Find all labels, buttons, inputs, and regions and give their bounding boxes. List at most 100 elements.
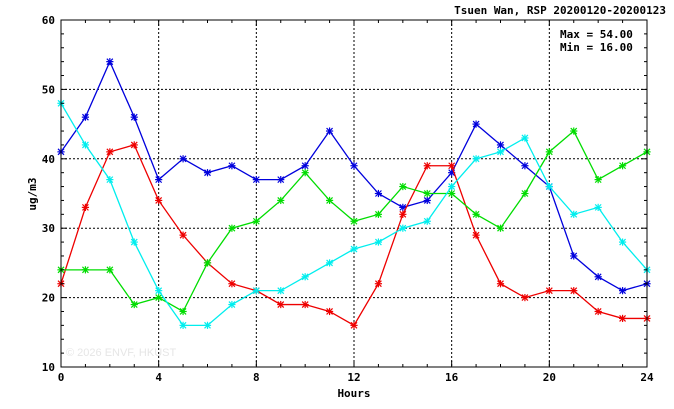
data-point [521, 189, 529, 198]
data-point [448, 189, 456, 198]
data-point [106, 148, 114, 156]
data-point [350, 217, 358, 225]
data-point [252, 176, 260, 184]
data-point [277, 196, 285, 205]
x-tick-label: 4 [155, 371, 162, 384]
data-point [521, 162, 529, 170]
data-point [423, 162, 431, 170]
chart-title: Tsuen Wan, RSP 20200120-20200123 [454, 4, 666, 17]
data-point [594, 307, 602, 316]
data-point [423, 189, 431, 198]
data-point [301, 273, 309, 281]
data-point [472, 155, 480, 163]
data-point [618, 238, 627, 246]
y-tick-label: 40 [42, 153, 55, 166]
data-point [448, 162, 456, 170]
data-point [570, 127, 578, 135]
series-4 [57, 99, 651, 329]
data-point [252, 287, 260, 295]
data-point [106, 58, 114, 66]
data-point [179, 155, 187, 163]
data-point [228, 224, 236, 232]
axis-ticks: 0 4 8 12 16 20 24 10 20 30 40 50 60 [42, 14, 654, 384]
data-point [179, 307, 187, 316]
data-point [521, 294, 529, 302]
data-point [618, 162, 627, 170]
x-tick-label: 24 [640, 371, 654, 384]
data-point [374, 189, 383, 198]
data-point [374, 238, 383, 246]
data-point [472, 120, 480, 128]
data-point [203, 169, 212, 177]
data-point [350, 162, 358, 170]
data-point [325, 196, 334, 205]
data-point [277, 300, 285, 309]
data-point [81, 203, 90, 211]
data-point [472, 231, 480, 239]
y-axis-label: ug/m3 [26, 177, 39, 210]
data-point [130, 300, 138, 309]
data-point [496, 141, 505, 149]
data-point [594, 273, 602, 281]
x-tick-label: 16 [445, 371, 459, 384]
y-tick-label: 60 [42, 14, 55, 27]
data-point [203, 259, 212, 267]
data-point [423, 217, 431, 225]
data-point [325, 259, 334, 267]
series-line [60, 144, 647, 327]
data-point [277, 287, 285, 295]
data-point [155, 294, 163, 302]
y-tick-label: 50 [42, 83, 55, 96]
y-tick-label: 10 [42, 361, 55, 374]
data-point [228, 162, 236, 170]
data-point [521, 134, 529, 142]
data-point [81, 113, 90, 121]
data-point [301, 162, 309, 170]
data-point [350, 321, 358, 329]
data-point [423, 196, 431, 205]
data-point [252, 217, 260, 225]
data-point [81, 266, 90, 274]
x-axis-label: Hours [337, 387, 370, 400]
data-point [472, 210, 480, 218]
data-point [594, 176, 602, 184]
data-point [179, 231, 187, 239]
data-point [203, 321, 212, 329]
data-point [228, 300, 236, 309]
data-point [301, 300, 309, 309]
data-point [399, 210, 407, 218]
x-tick-label: 12 [347, 371, 360, 384]
grid-lines [61, 20, 647, 367]
x-tick-label: 0 [58, 371, 65, 384]
data-point [545, 182, 553, 191]
data-point [301, 169, 309, 177]
data-point [179, 321, 187, 329]
data-point [496, 280, 505, 288]
data-point [130, 141, 138, 149]
data-point [570, 210, 578, 218]
data-point [570, 287, 578, 295]
data-point [545, 287, 553, 295]
data-point [106, 266, 114, 274]
stat-max: Max = 54.00 [560, 28, 633, 41]
data-point [374, 280, 383, 288]
data-point [374, 210, 383, 218]
data-point [399, 182, 407, 191]
data-point [570, 252, 578, 260]
watermark: © 2026 ENVF, HKUST [66, 347, 176, 359]
data-point [155, 176, 163, 184]
data-point [106, 176, 114, 184]
data-point [496, 224, 505, 232]
data-point [350, 245, 358, 253]
x-tick-label: 20 [543, 371, 556, 384]
data-point [130, 238, 138, 246]
y-tick-label: 20 [42, 292, 55, 305]
data-point [545, 148, 553, 156]
data-point [618, 314, 627, 323]
stat-min: Min = 16.00 [560, 41, 633, 54]
data-point [155, 287, 163, 295]
x-tick-label: 8 [253, 371, 260, 384]
data-point [155, 196, 163, 205]
data-point [618, 287, 627, 295]
